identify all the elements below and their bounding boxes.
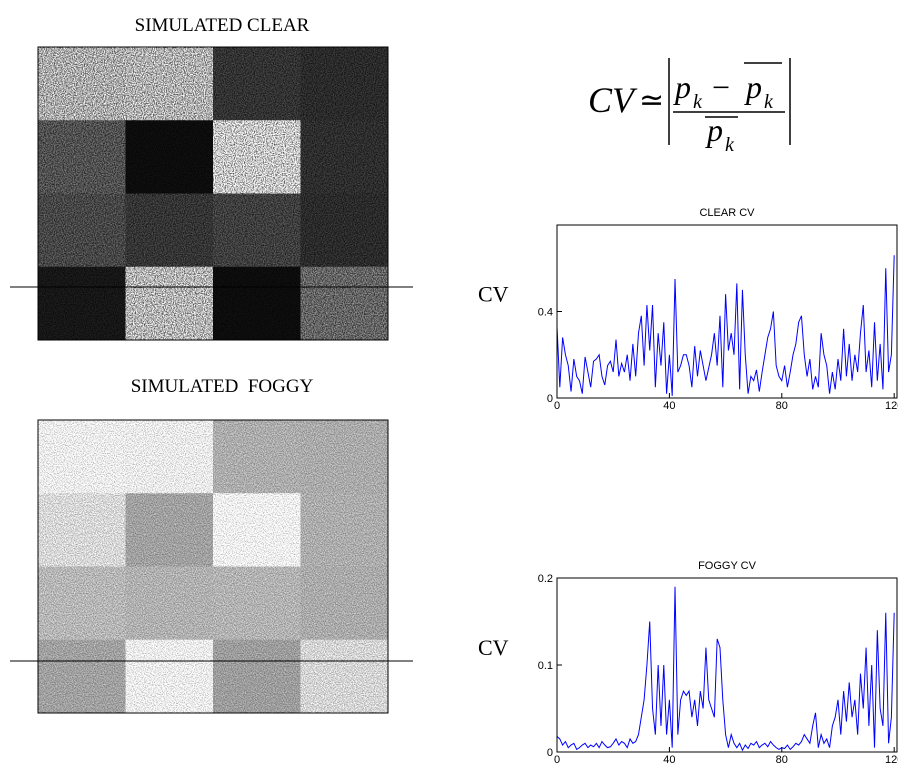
- x-tick-label: 80: [776, 400, 788, 412]
- image-block: [213, 567, 301, 641]
- image-block: [301, 493, 389, 567]
- data-line: [557, 255, 894, 396]
- image-block: [213, 194, 301, 268]
- chart-title: CLEAR CV: [699, 207, 755, 219]
- image-block: [301, 420, 389, 494]
- formula-var: p: [705, 112, 723, 148]
- page: SIMULATED CLEAR SIMULATED FOGGY CV ≃ p k…: [0, 0, 898, 764]
- image-block: [126, 640, 214, 714]
- image-block: [301, 47, 389, 121]
- formula-sub: k: [693, 91, 703, 113]
- image-block: [126, 493, 214, 567]
- image-block: [38, 567, 126, 641]
- x-tick-label: 40: [663, 400, 675, 412]
- data-line: [557, 587, 894, 751]
- image-block: [126, 267, 214, 341]
- image-block: [213, 120, 301, 194]
- image-block: [38, 47, 126, 121]
- foggy-image: [38, 420, 389, 714]
- image-block: [38, 267, 126, 341]
- y-tick-label: 0.2: [538, 573, 553, 585]
- clear-image: [38, 47, 389, 341]
- y-tick-label: 0.1: [538, 660, 553, 672]
- image-block: [38, 493, 126, 567]
- image-block: [126, 194, 214, 268]
- figure: SIMULATED CLEAR SIMULATED FOGGY CV ≃ p k…: [0, 0, 898, 764]
- image-block: [301, 267, 389, 341]
- image-block: [126, 47, 214, 121]
- image-block: [301, 194, 389, 268]
- formula-relation: ≃: [639, 84, 664, 117]
- x-tick-label: 40: [663, 754, 675, 764]
- image-block: [38, 120, 126, 194]
- image-block: [213, 640, 301, 714]
- y-axis-label: CV: [478, 635, 509, 660]
- formula-sub: k: [764, 91, 774, 113]
- image-title: SIMULATED CLEAR: [135, 15, 310, 36]
- image-block: [126, 420, 214, 494]
- x-tick-label: 0: [554, 754, 560, 764]
- y-tick-label: 0.4: [538, 307, 553, 319]
- image-block: [213, 493, 301, 567]
- y-axis-label: CV: [478, 282, 509, 307]
- chart-title: FOGGY CV: [698, 560, 757, 572]
- x-tick-label: 0: [554, 400, 560, 412]
- image-block: [126, 120, 214, 194]
- image-block: [38, 420, 126, 494]
- image-block: [301, 567, 389, 641]
- y-tick-label: 0: [547, 393, 553, 405]
- image-title: SIMULATED FOGGY: [131, 376, 314, 397]
- x-tick-label: 80: [776, 754, 788, 764]
- image-block: [213, 47, 301, 121]
- formula-var: p: [673, 69, 691, 105]
- image-block: [38, 640, 126, 714]
- image-block: [301, 640, 389, 714]
- image-block: [301, 120, 389, 194]
- formula-operator: −: [712, 69, 730, 105]
- plot-frame: [557, 578, 897, 752]
- image-block: [213, 267, 301, 341]
- formula-lhs: CV: [588, 80, 638, 120]
- image-block: [38, 194, 126, 268]
- image-block: [126, 567, 214, 641]
- formula-var: p: [744, 69, 762, 105]
- image-block: [213, 420, 301, 494]
- x-tick-label: 120: [885, 400, 898, 412]
- formula: CV ≃ p k − p k p k: [588, 58, 790, 156]
- x-tick-label: 120: [885, 754, 898, 764]
- y-tick-label: 0: [547, 747, 553, 759]
- formula-sub: k: [725, 134, 735, 156]
